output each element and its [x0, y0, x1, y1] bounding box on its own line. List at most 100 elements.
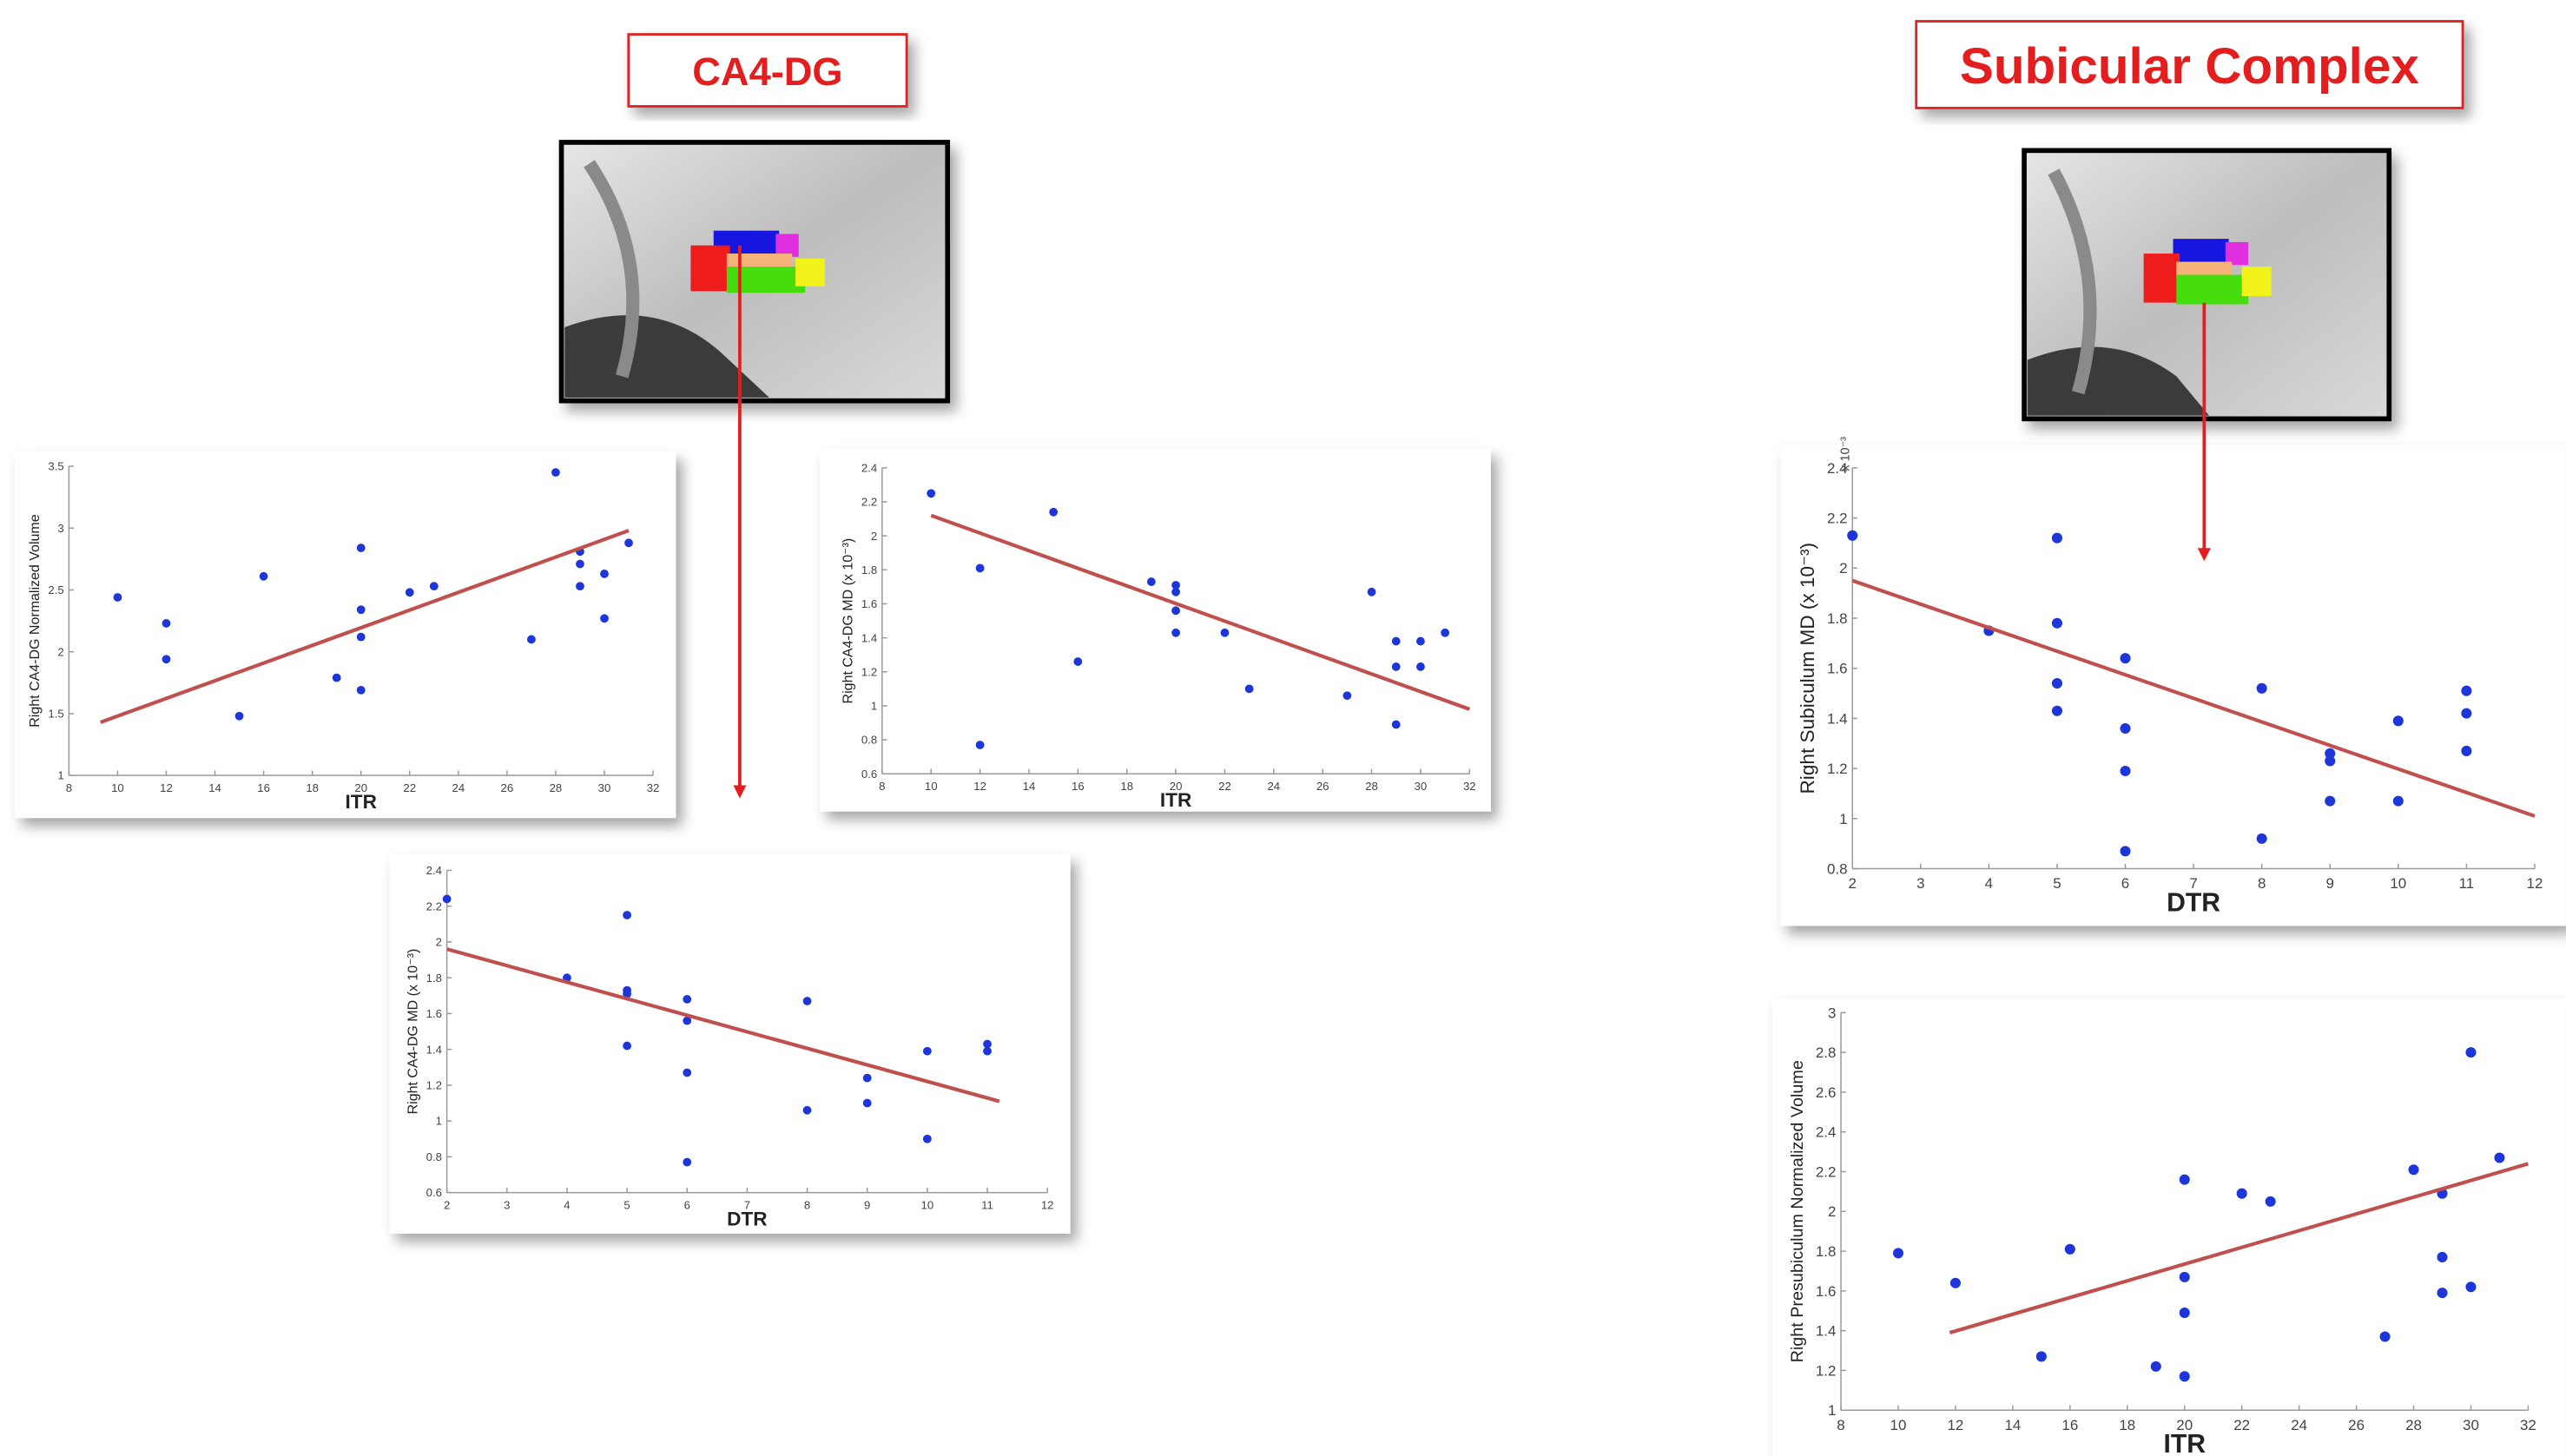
y-tick-label: 1.2	[861, 665, 877, 678]
y-tick-label: 2	[436, 936, 442, 949]
point	[576, 560, 584, 569]
chart-panel	[1772, 998, 2566, 1456]
y-tick-label: 1.6	[861, 597, 877, 610]
scatter-chart: 810121416182022242628303211.21.41.61.822…	[1772, 998, 2566, 1456]
point	[2120, 846, 2130, 856]
y-tick-label: 0.8	[861, 734, 877, 747]
x-tick-label: 16	[257, 781, 270, 794]
point	[357, 544, 366, 552]
x-tick-label: 11	[2459, 875, 2475, 892]
point	[1171, 629, 1180, 637]
x-tick-label: 30	[1415, 780, 1428, 793]
point	[683, 995, 691, 1004]
x-tick-label: 11	[981, 1198, 993, 1211]
mri-image	[2024, 150, 2389, 418]
y-tick-label: 1	[57, 769, 63, 782]
point	[1342, 691, 1351, 700]
point	[2393, 796, 2404, 807]
x-axis-label: ITR	[1160, 789, 1191, 811]
point	[2437, 1288, 2447, 1298]
point	[430, 582, 439, 590]
x-tick-label: 8	[879, 780, 885, 793]
x-tick-label: 12	[1948, 1417, 1964, 1433]
x-tick-label: 24	[2291, 1417, 2307, 1433]
x-tick-label: 32	[1463, 780, 1476, 793]
y-tick-label: 0.8	[426, 1150, 442, 1163]
y-axis-label: Right CA4-DG MD (x 10⁻³)	[841, 538, 856, 704]
point	[1171, 606, 1180, 615]
x-tick-label: 10	[111, 781, 124, 794]
point	[2461, 708, 2471, 719]
x-axis-label: DTR	[727, 1208, 767, 1229]
y-tick-label: 2.2	[1827, 511, 1848, 527]
y-axis-label: Right Presubiculum Normalized Volume	[1788, 1060, 1807, 1362]
scatter-chart: 234567891011120.60.811.21.41.61.822.22.4…	[390, 854, 1071, 1234]
point	[1073, 657, 1082, 666]
point	[1416, 662, 1425, 671]
point	[2180, 1272, 2190, 1282]
y-tick-label: 1	[1828, 1402, 1836, 1419]
point	[2325, 755, 2335, 766]
point	[2409, 1164, 2419, 1175]
mri-image	[562, 142, 948, 401]
x-tick-label: 6	[2121, 875, 2129, 892]
x-tick-label: 14	[2004, 1417, 2021, 1433]
point	[2151, 1361, 2161, 1372]
y-tick-label: 0.6	[861, 768, 877, 781]
x-tick-label: 2	[444, 1198, 450, 1211]
charts: 810121416182022242628303211.522.533.5ITR…	[15, 437, 2566, 1456]
point	[1392, 662, 1401, 671]
y-tick-label: 2.4	[861, 462, 877, 475]
point	[357, 633, 366, 642]
figure: CA4-DG Subicular Complex 810121416182022…	[0, 0, 2566, 1456]
x-tick-label: 22	[2233, 1417, 2250, 1433]
point	[576, 582, 584, 590]
x-tick-label: 2	[1849, 875, 1857, 892]
heading: Subicular Complex	[1960, 38, 2420, 95]
x-tick-label: 26	[2348, 1417, 2365, 1433]
y-tick-label: 1.4	[861, 631, 877, 644]
point	[260, 572, 268, 581]
x-axis-label: DTR	[2167, 889, 2220, 918]
heading: CA4-DG	[692, 49, 842, 94]
point	[2180, 1308, 2190, 1318]
point	[2393, 715, 2404, 726]
y-tick-label: 3	[57, 522, 63, 535]
x-tick-label: 28	[1365, 780, 1378, 793]
point	[927, 489, 935, 497]
point	[357, 605, 366, 614]
point	[1171, 588, 1180, 596]
y-tick-label: 1	[871, 700, 877, 713]
scatter-chart: 234567891011120.811.21.41.61.822.22.4DTR…	[1780, 437, 2565, 926]
point	[623, 1042, 631, 1051]
point	[683, 1069, 691, 1077]
point	[923, 1047, 932, 1056]
point	[2120, 723, 2130, 734]
x-tick-label: 12	[973, 780, 986, 793]
y-tick-label: 1.2	[1816, 1362, 1837, 1379]
y-axis-label: Right Subiculum MD (x 10⁻³)	[1797, 543, 1818, 794]
point	[2052, 618, 2062, 629]
y-offset-label: x 10⁻³	[1838, 437, 1852, 471]
x-tick-label: 18	[1120, 780, 1133, 793]
x-tick-label: 10	[925, 780, 938, 793]
x-tick-label: 24	[1267, 780, 1280, 793]
y-tick-label: 2	[57, 645, 63, 658]
y-tick-label: 1.8	[1816, 1243, 1837, 1260]
x-tick-label: 6	[684, 1198, 690, 1211]
y-axis-label: Right CA4-DG MD (x 10⁻³)	[406, 949, 420, 1115]
y-tick-label: 2.4	[1816, 1124, 1837, 1141]
point	[983, 1047, 992, 1056]
x-tick-label: 26	[1316, 780, 1329, 793]
point	[2052, 533, 2062, 544]
point	[1147, 577, 1156, 586]
y-tick-label: 2.2	[426, 899, 442, 912]
x-tick-label: 9	[864, 1198, 870, 1211]
y-tick-label: 1.8	[1827, 610, 1848, 627]
x-tick-label: 8	[2258, 875, 2266, 892]
chart-panel	[1780, 445, 2565, 926]
point	[683, 1158, 691, 1167]
y-axis-label: Right CA4-DG Normalized Volume	[28, 514, 43, 728]
